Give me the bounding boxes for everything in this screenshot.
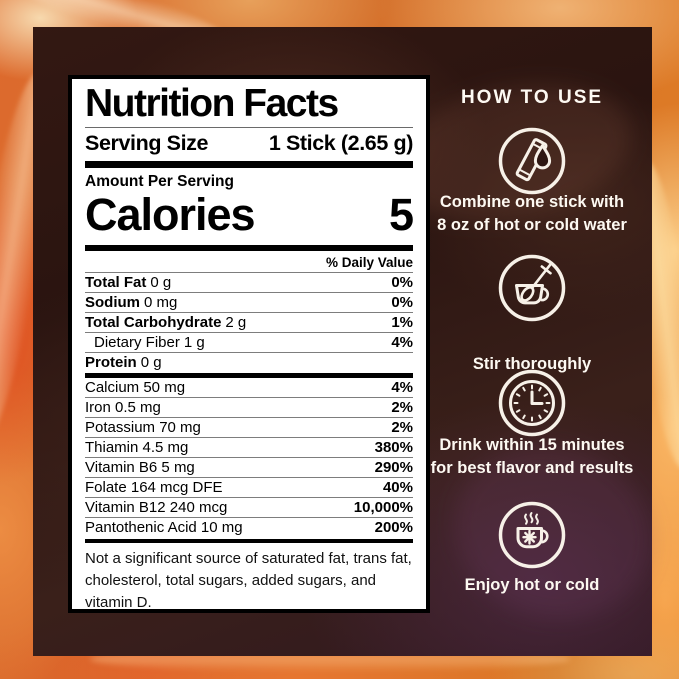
nutrient-row-total-fat: Total Fat 0 g 0% (85, 271, 413, 292)
label-title: Nutrition Facts (85, 84, 413, 128)
nutrient-row-vitamin-b6: Vitamin B6 5 mg 290% (85, 456, 413, 477)
nutrient-amount: 0 g (140, 353, 162, 371)
nutrient-name: Folate 164 mcg DFE (85, 478, 223, 496)
step-instruction: Stir thoroughly (472, 355, 592, 373)
nutrient-daily-value: 380% (374, 438, 413, 456)
nutrient-amount: 0 mg (144, 293, 178, 311)
nutrient-row-calcium: Calcium 50 mg 4% (85, 378, 413, 397)
nutrient-name: Iron 0.5 mg (85, 398, 161, 416)
daily-value-header: % Daily Value (325, 254, 413, 270)
nutrient-row-sodium: Sodium 0 mg 0% (85, 291, 413, 312)
nutrient-row-vitamin-b12: Vitamin B12 240 mcg 10,000% (85, 496, 413, 517)
nutrient-daily-value: 2% (391, 398, 413, 416)
thick-divider (85, 538, 413, 543)
nutrient-daily-value: 0% (391, 293, 413, 311)
nutrient-daily-value: 4% (391, 378, 413, 396)
nutrient-name: Calcium 50 mg (85, 378, 186, 396)
nutrient-name: Vitamin B6 5 mg (85, 458, 195, 476)
nutrient-daily-value: 0% (391, 273, 413, 291)
serving-size-row: Serving Size 1 Stick (2.65 g) (85, 128, 413, 160)
nutrient-daily-value: 200% (374, 518, 413, 536)
nutrient-row-protein: Protein 0 g (85, 351, 413, 372)
thick-divider (85, 160, 413, 168)
nutrient-daily-value: 40% (382, 478, 413, 496)
nutrient-daily-value: 4% (391, 333, 413, 351)
nutrient-amount: 2 g (225, 313, 247, 331)
nutrient-amount: 0 g (150, 273, 172, 291)
stick-water-drop-icon (498, 127, 566, 195)
nutrient-amount: 1 g (183, 333, 205, 351)
nutrient-daily-value: 2% (391, 418, 413, 436)
nutrient-name: Total Carbohydrate (85, 313, 222, 331)
calories-row: Calories 5 (85, 188, 414, 243)
amount-per-serving: Amount Per Serving (85, 172, 234, 190)
nutrient-name: Total Fat (85, 273, 147, 291)
nutrient-daily-value: 10,000% (353, 498, 413, 516)
step-instruction: Drink within 15 minutes for best flavor … (430, 436, 634, 477)
thick-divider (85, 244, 413, 251)
nutrient-row-iron: Iron 0.5 mg 2% (85, 396, 413, 417)
nutrition-facts-label: Nutrition Facts Serving Size 1 Stick (2.… (68, 75, 430, 613)
serving-size-value: 1 Stick (2.65 g) (268, 130, 414, 155)
nutrient-name: Thiamin 4.5 mg (85, 438, 189, 456)
label-footnote: Not a significant source of saturated fa… (85, 549, 412, 611)
how-to-use-section: HOW TO USE Combine one stick with 8 oz o… (421, 27, 643, 656)
nutrient-name: Protein (85, 353, 137, 371)
nutrient-row-folate: Folate 164 mcg DFE 40% (85, 476, 413, 497)
clock-icon (498, 369, 566, 437)
calories-value: 5 (388, 188, 414, 240)
calories-label: Calories (85, 188, 256, 240)
thick-divider (85, 372, 413, 378)
nutrient-name: Potassium 70 mg (85, 418, 201, 436)
nutrient-row-total-carbohydrate: Total Carbohydrate 2 g 1% (85, 311, 413, 332)
nutrient-row-thiamin: Thiamin 4.5 mg 380% (85, 436, 413, 457)
nutrient-name: Sodium (85, 293, 140, 311)
nutrient-row-dietary-fiber: Dietary Fiber 1 g 4% (85, 331, 413, 352)
nutrient-name: Pantothenic Acid 10 mg (85, 518, 243, 536)
nutrient-name: Vitamin B12 240 mcg (85, 498, 228, 516)
step-instruction: Combine one stick with 8 oz of hot or co… (437, 193, 627, 234)
stir-cup-spoon-icon (498, 254, 566, 322)
serving-size-label: Serving Size (85, 130, 209, 155)
nutrient-daily-value: 290% (374, 458, 413, 476)
step-instruction: Enjoy hot or cold (464, 576, 600, 594)
nutrient-row-potassium: Potassium 70 mg 2% (85, 416, 413, 437)
how-to-use-title: HOW TO USE (460, 87, 604, 108)
nutrient-row-pantothenic-acid: Pantothenic Acid 10 mg 200% (85, 516, 413, 537)
hot-cold-cup-icon (498, 501, 566, 569)
nutrient-daily-value: 1% (391, 313, 413, 331)
nutrient-name: Dietary Fiber (94, 333, 180, 351)
